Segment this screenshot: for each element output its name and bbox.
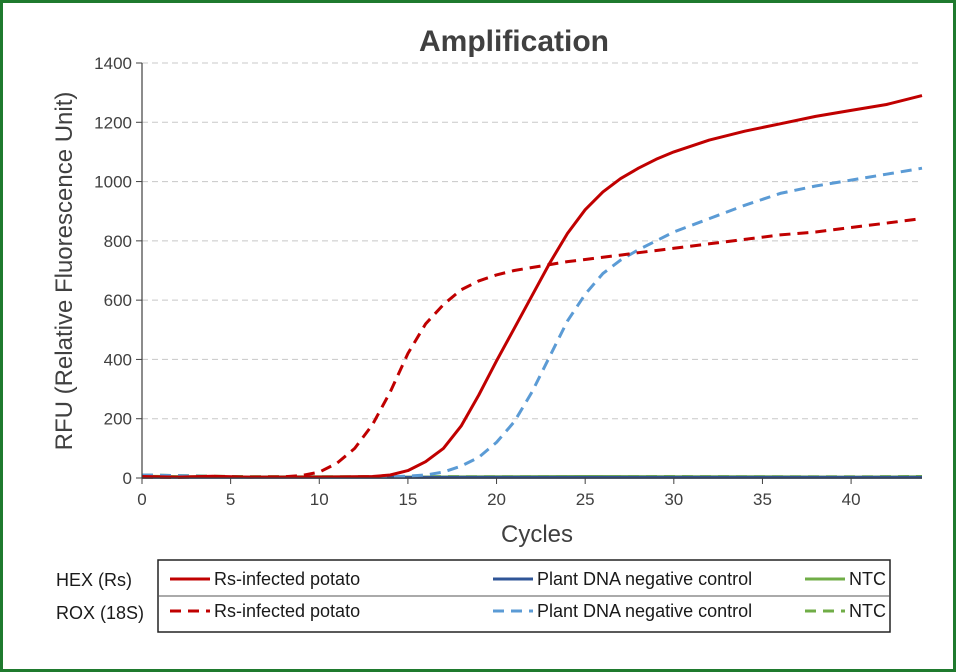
series-layer bbox=[141, 94, 923, 479]
y-tick-label: 1000 bbox=[94, 173, 132, 192]
series-line-rox-rs-infected-potato bbox=[141, 217, 923, 479]
y-tick-label: 800 bbox=[104, 232, 132, 251]
chart-title: Amplification bbox=[419, 25, 609, 58]
legend-label-hex-rs-infected-potato: Rs-infected potato bbox=[214, 569, 360, 589]
y-tick-label: 400 bbox=[104, 350, 132, 369]
y-axis-label: RFU (Relative Fluorescence Unit) bbox=[51, 92, 78, 451]
x-tick-label: 35 bbox=[753, 490, 772, 509]
legend-label-hex-plant-dna-negative-control: Plant DNA negative control bbox=[537, 569, 752, 589]
x-tick-label: 10 bbox=[310, 490, 329, 509]
x-tick-label: 20 bbox=[487, 490, 506, 509]
y-tick-label: 1200 bbox=[94, 113, 132, 132]
y-tick-label: 0 bbox=[123, 469, 132, 488]
x-tick-label: 30 bbox=[664, 490, 683, 509]
legend-label-hex-ntc: NTC bbox=[849, 569, 886, 589]
legend-label-rox-plant-dna-negative-control: Plant DNA negative control bbox=[537, 601, 752, 621]
series-line-hex-rs-infected-potato bbox=[141, 94, 923, 479]
grid-lines bbox=[142, 62, 922, 420]
x-tick-label: 25 bbox=[576, 490, 595, 509]
legend-label-rox-rs-infected-potato: Rs-infected potato bbox=[214, 601, 360, 621]
series-line-rox-plant-dna-negative-control bbox=[141, 166, 923, 479]
y-tick-label: 200 bbox=[104, 410, 132, 429]
x-tick-label: 5 bbox=[226, 490, 235, 509]
x-tick-label: 40 bbox=[842, 490, 861, 509]
x-tick-label: 0 bbox=[137, 490, 146, 509]
y-tick-label: 600 bbox=[104, 291, 132, 310]
legend-row-hex: HEX (Rs) bbox=[56, 570, 132, 590]
y-tick-label: 1400 bbox=[94, 54, 132, 73]
legend: HEX (Rs) ROX (18S) Rs-infected potato Pla… bbox=[56, 559, 891, 633]
x-axis-label: Cycles bbox=[501, 521, 573, 548]
axes: 0 200 400 600 800 1000 1200 1400 0 5 10 15 20 25 30 35 4… bbox=[94, 54, 922, 509]
legend-row-rox: ROX (18S) bbox=[56, 603, 144, 623]
x-tick-label: 15 bbox=[398, 490, 417, 509]
legend-label-rox-ntc: NTC bbox=[849, 601, 886, 621]
